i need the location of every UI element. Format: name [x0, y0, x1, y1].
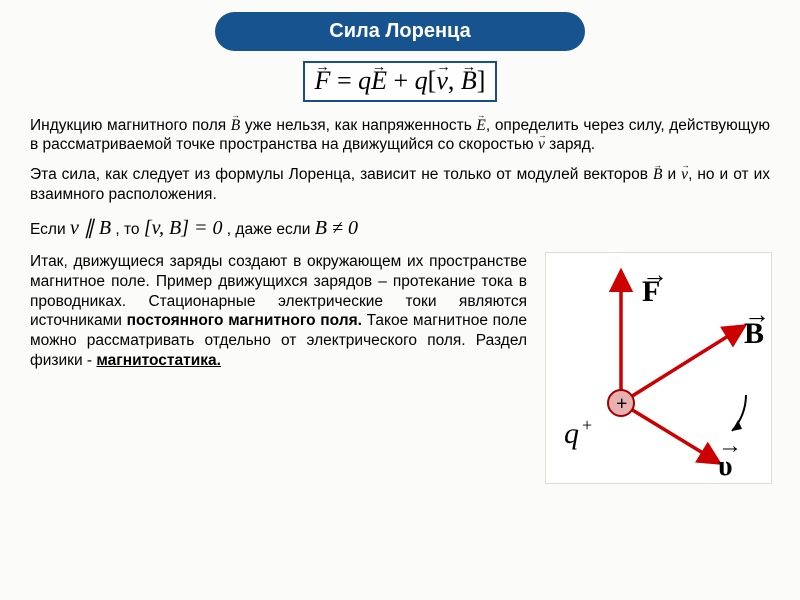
p4-bold: постоянного магнитного поля.	[127, 312, 362, 329]
paragraph-4: Итак, движущиеся заряды создают в окружа…	[30, 252, 527, 371]
label-B: B	[744, 317, 764, 350]
sym-eq: =	[330, 66, 358, 95]
label-F: F	[642, 275, 660, 308]
p2-text-a: Эта сила, как следует из формулы Лоренца…	[30, 166, 653, 183]
slide-title: Сила Лоренца	[215, 12, 585, 51]
arrow-v	[621, 403, 716, 461]
vec-E: →E	[371, 67, 387, 96]
label-q-plus: +	[582, 415, 592, 435]
sym-plus: +	[387, 66, 415, 95]
arrow-B	[621, 328, 741, 403]
inline-vec-E: →E	[476, 116, 485, 136]
p1-text-d: заряд.	[549, 136, 595, 153]
inline-v-par-B: v ∥ B	[70, 217, 111, 239]
figure-col: → F → B → υ + q +	[545, 252, 770, 482]
p1-text-b: уже нельзя, как напряженность	[245, 117, 477, 134]
vec-v: →v	[436, 67, 448, 96]
lorentz-figure: → F → B → υ + q +	[545, 252, 772, 484]
label-q: q	[564, 417, 579, 450]
charge-plus: +	[616, 393, 627, 415]
inline-vxB-eq-0: [v, B] = 0	[144, 217, 223, 239]
inline-vec-v: →v	[538, 135, 545, 155]
label-v: υ	[718, 451, 733, 482]
rotation-arrowhead	[732, 420, 742, 431]
p3-a: Если	[30, 221, 70, 238]
physics-slide: Сила Лоренца →F = q→E + q[→v, →B] Индукц…	[0, 0, 800, 600]
p2-mid: и	[663, 166, 682, 183]
paragraph-2: Эта сила, как следует из формулы Лоренца…	[30, 165, 770, 205]
sym-q2: q	[415, 66, 428, 95]
p3-b: , то	[115, 221, 143, 238]
bottom-row: Итак, движущиеся заряды создают в окружа…	[30, 252, 770, 482]
inline-vec-B2: →B	[653, 165, 662, 185]
paragraph-4-col: Итак, движущиеся заряды создают в окружа…	[30, 252, 527, 482]
vec-F: →F	[315, 67, 331, 96]
paragraph-3: Если v ∥ B , то [v, B] = 0 , даже если B…	[30, 215, 770, 240]
formula-container: →F = q→E + q[→v, →B]	[30, 61, 770, 102]
sym-close: ]	[477, 66, 486, 95]
inline-vec-v2: →v	[681, 165, 688, 185]
vec-B: →B	[461, 67, 477, 96]
inline-vec-B: →B	[231, 116, 240, 136]
p3-c: , даже если	[227, 221, 315, 238]
paragraph-1: Индукцию магнитного поля →B уже нельзя, …	[30, 116, 770, 156]
p1-text-a: Индукцию магнитного поля	[30, 117, 231, 134]
p4-link: магнитостатика.	[96, 352, 221, 369]
lorentz-formula: →F = q→E + q[→v, →B]	[303, 61, 498, 102]
sym-q1: q	[358, 66, 371, 95]
sym-open: [	[428, 66, 437, 95]
inline-B-ne-0: B ≠ 0	[315, 217, 358, 239]
